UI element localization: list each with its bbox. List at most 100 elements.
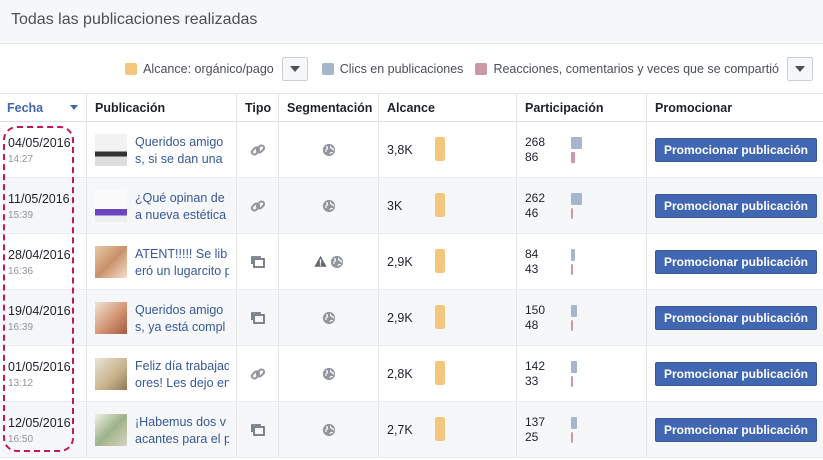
promote-cell: Promocionar publicación xyxy=(646,402,823,457)
promote-post-button[interactable]: Promocionar publicación xyxy=(655,250,817,274)
post-link[interactable]: Feliz día trabajad ores! Les dejo en xyxy=(135,358,229,392)
engagement-cell: 150 48 xyxy=(516,290,646,345)
reactions-bar xyxy=(571,264,573,275)
post-text-line: Queridos amigo xyxy=(135,135,224,149)
post-cell[interactable]: ATENT!!!!! Se lib eró un lugarcito p xyxy=(86,234,236,289)
globe-icon xyxy=(321,422,336,437)
post-cell[interactable]: Feliz día trabajad ores! Les dejo en xyxy=(86,346,236,401)
date-cell: 12/05/2016 16:50 xyxy=(0,402,86,457)
reach-cell: 2,7K xyxy=(378,402,516,457)
reach-bar xyxy=(435,249,445,273)
targeting-cell xyxy=(278,122,378,177)
promote-cell: Promocionar publicación xyxy=(646,290,823,345)
reach-value: 2,8K xyxy=(387,367,413,381)
post-text-line: s, si se dan una xyxy=(135,152,223,166)
promote-cell: Promocionar publicación xyxy=(646,234,823,289)
post-date: 28/04/2016 xyxy=(8,248,71,262)
promote-cell: Promocionar publicación xyxy=(646,122,823,177)
globe-icon xyxy=(329,254,344,269)
post-link[interactable]: ¡Habemus dos v acantes para el p xyxy=(135,414,229,448)
post-text-line: ATENT!!!!! Se lib xyxy=(135,247,228,261)
globe-icon xyxy=(321,198,336,213)
post-thumbnail[interactable] xyxy=(95,246,127,278)
metric-dropdown-1[interactable] xyxy=(281,57,308,81)
clicks-bar xyxy=(571,137,582,149)
reactions-bar xyxy=(571,152,575,163)
post-link[interactable]: ¿Qué opinan de l a nueva estética xyxy=(135,190,229,224)
column-header-reach[interactable]: Alcance xyxy=(378,94,516,122)
link-icon xyxy=(250,142,266,158)
clicks-value: 150 xyxy=(525,303,546,317)
post-link[interactable]: ATENT!!!!! Se lib eró un lugarcito p xyxy=(135,246,229,280)
post-thumbnail[interactable] xyxy=(95,190,127,222)
post-text-line: ¡Habemus dos v xyxy=(135,415,227,429)
post-text-line: acantes para el p xyxy=(135,432,229,446)
column-header-post[interactable]: Publicación xyxy=(86,94,236,122)
reactions-value: 33 xyxy=(525,374,539,388)
post-date: 12/05/2016 xyxy=(8,416,71,430)
clicks-swatch xyxy=(321,63,334,75)
post-time: 13:12 xyxy=(8,378,34,389)
targeting-cell xyxy=(278,178,378,233)
post-text-line: ¿Qué opinan de l xyxy=(135,191,229,205)
legend-item-clicks: Clics en publicaciones xyxy=(321,62,463,76)
metric-dropdown-2[interactable] xyxy=(787,57,813,81)
engagement-cell: 262 46 xyxy=(516,178,646,233)
promote-post-button[interactable]: Promocionar publicación xyxy=(655,194,817,218)
reach-cell: 2,9K xyxy=(378,234,516,289)
promote-post-button[interactable]: Promocionar publicación xyxy=(655,306,817,330)
engagement-cell: 84 43 xyxy=(516,234,646,289)
promote-post-button[interactable]: Promocionar publicación xyxy=(655,362,817,386)
page-title: Todas las publicaciones realizadas xyxy=(11,11,258,28)
column-header-promote[interactable]: Promocionar xyxy=(646,94,823,122)
type-cell xyxy=(236,122,278,177)
reactions-value: 46 xyxy=(525,206,539,220)
reach-value: 2,9K xyxy=(387,255,413,269)
post-cell[interactable]: ¿Qué opinan de l a nueva estética xyxy=(86,178,236,233)
clicks-value: 84 xyxy=(525,247,539,261)
post-thumbnail[interactable] xyxy=(95,358,127,390)
post-date: 11/05/2016 xyxy=(8,192,70,206)
column-header-type[interactable]: Tipo xyxy=(236,94,278,122)
title-bar: Todas las publicaciones realizadas xyxy=(0,0,823,44)
column-header-date[interactable]: Fecha xyxy=(0,94,86,122)
reactions-bar xyxy=(571,320,573,331)
post-thumbnail[interactable] xyxy=(95,134,127,166)
post-thumbnail[interactable] xyxy=(95,302,127,334)
reach-value: 3,8K xyxy=(387,143,413,157)
post-cell[interactable]: ¡Habemus dos v acantes para el p xyxy=(86,402,236,457)
post-thumbnail[interactable] xyxy=(95,414,127,446)
legend-label: Reacciones, comentarios y veces que se c… xyxy=(493,62,779,76)
date-cell: 28/04/2016 16:36 xyxy=(0,234,86,289)
reach-value: 2,7K xyxy=(387,423,413,437)
promote-cell: Promocionar publicación xyxy=(646,346,823,401)
post-text-line: Queridos amigo xyxy=(135,303,224,317)
post-link[interactable]: Queridos amigo s, si se dan una xyxy=(135,134,229,168)
table-row: 11/05/2016 15:39 ¿Qué opinan de l a nuev… xyxy=(0,178,823,234)
globe-icon xyxy=(321,366,336,381)
reach-bar xyxy=(435,193,445,217)
type-cell xyxy=(236,234,278,289)
reach-bar xyxy=(435,417,445,441)
promote-cell: Promocionar publicación xyxy=(646,178,823,233)
type-cell xyxy=(236,290,278,345)
column-header-targeting[interactable]: Segmentación xyxy=(278,94,378,122)
reactions-value: 43 xyxy=(525,262,539,276)
post-link[interactable]: Queridos amigo s, ya está compl xyxy=(135,302,229,336)
reactions-bar xyxy=(571,376,573,387)
clicks-value: 268 xyxy=(525,135,546,149)
table-row: 19/04/2016 16:39 Queridos amigo s, ya es… xyxy=(0,290,823,346)
targeting-cell xyxy=(278,346,378,401)
promote-post-button[interactable]: Promocionar publicación xyxy=(655,418,817,442)
clicks-bar xyxy=(571,417,577,429)
post-cell[interactable]: Queridos amigo s, si se dan una xyxy=(86,122,236,177)
reach-bar xyxy=(435,137,445,161)
table-row: 04/05/2016 14:27 Queridos amigo s, si se… xyxy=(0,122,823,178)
post-cell[interactable]: Queridos amigo s, ya está compl xyxy=(86,290,236,345)
reactions-value: 25 xyxy=(525,430,539,444)
post-text-line: Feliz día trabajad xyxy=(135,359,229,373)
column-header-engagement[interactable]: Participación xyxy=(516,94,646,122)
promote-post-button[interactable]: Promocionar publicación xyxy=(655,138,817,162)
column-label: Fecha xyxy=(7,101,44,115)
clicks-bar xyxy=(571,249,575,261)
